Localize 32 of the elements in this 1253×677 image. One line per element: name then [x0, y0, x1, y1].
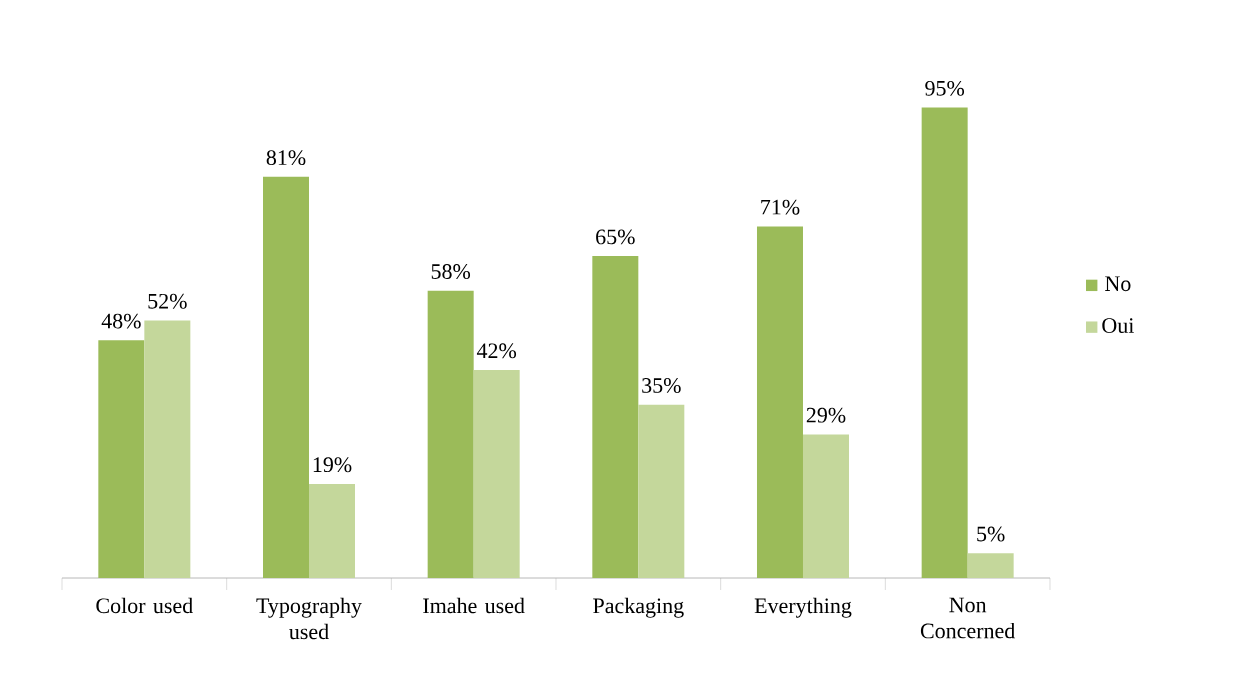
legend-label: Oui: [1102, 318, 1134, 333]
bar: [98, 340, 145, 578]
bar: [427, 290, 474, 578]
legend-label: No: [1105, 276, 1131, 292]
bar: [756, 226, 803, 578]
data-label: 5%: [977, 526, 1005, 542]
data-label: 58%: [431, 264, 471, 280]
bar: [802, 434, 849, 578]
bar: [638, 404, 685, 578]
data-label: 65%: [596, 229, 635, 245]
data-label: 48%: [101, 313, 141, 329]
data-label: 29%: [806, 407, 846, 423]
bar: [592, 256, 639, 578]
data-label: 95%: [925, 80, 965, 96]
x-tick-label: Imahe used: [423, 597, 525, 614]
x-tick-label: Typography used: [256, 597, 362, 640]
x-tick-label: Non Concerned: [920, 597, 1016, 639]
bar: [263, 176, 309, 578]
bar: [967, 553, 1014, 578]
data-label: 71%: [761, 199, 800, 215]
data-label: 52%: [148, 293, 187, 309]
bar: [144, 320, 191, 578]
bar: [473, 370, 520, 578]
bar: [309, 483, 355, 578]
data-label: 35%: [642, 378, 681, 393]
bar: [921, 107, 968, 578]
x-tick-label: Everything: [754, 597, 852, 618]
x-tick-label: Packaging: [593, 597, 684, 618]
data-label: 42%: [476, 343, 517, 359]
data-label: 19%: [313, 457, 352, 473]
data-label: 81%: [266, 150, 306, 166]
x-tick-label: Color used: [96, 597, 193, 614]
